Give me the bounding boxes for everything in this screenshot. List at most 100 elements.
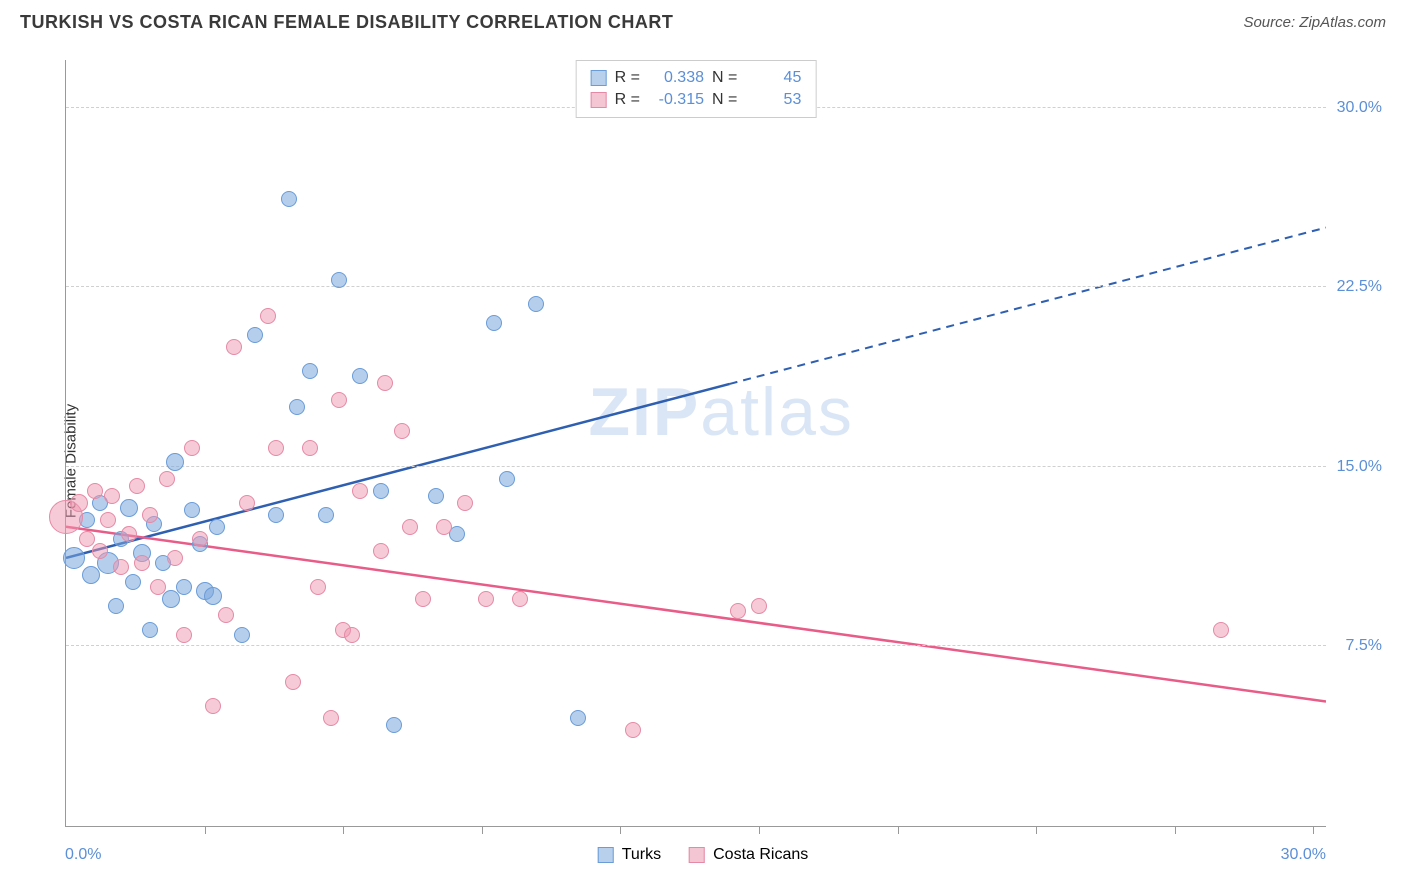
watermark: ZIPatlas: [588, 373, 853, 451]
data-point: [528, 296, 544, 312]
data-point: [457, 495, 473, 511]
costa-ricans-legend-label: Costa Ricans: [713, 846, 808, 864]
x-tick: [1036, 826, 1037, 834]
r-label: R =: [615, 91, 640, 109]
data-point: [108, 598, 124, 614]
data-point: [159, 471, 175, 487]
x-tick: [343, 826, 344, 834]
data-point: [302, 440, 318, 456]
costa-ricans-r-value: -0.315: [648, 91, 704, 109]
y-tick-label: 7.5%: [1346, 637, 1382, 655]
data-point: [176, 579, 192, 595]
data-point: [499, 471, 515, 487]
costa-ricans-swatch-icon: [591, 92, 607, 108]
n-label: N =: [712, 69, 737, 87]
data-point: [142, 622, 158, 638]
x-tick: [620, 826, 621, 834]
data-point: [281, 191, 297, 207]
data-point: [394, 423, 410, 439]
data-point: [176, 627, 192, 643]
data-point: [377, 375, 393, 391]
data-point: [285, 674, 301, 690]
x-min-label: 0.0%: [65, 846, 101, 864]
data-point: [402, 519, 418, 535]
data-point: [92, 543, 108, 559]
data-point: [386, 717, 402, 733]
x-tick: [1313, 826, 1314, 834]
source-label: Source: ZipAtlas.com: [1243, 14, 1386, 31]
data-point: [113, 559, 129, 575]
data-point: [1213, 622, 1229, 638]
data-point: [373, 543, 389, 559]
data-point: [352, 368, 368, 384]
data-point: [79, 531, 95, 547]
data-point: [436, 519, 452, 535]
turks-swatch-icon: [598, 847, 614, 863]
data-point: [331, 392, 347, 408]
data-point: [302, 363, 318, 379]
chart-container: Female Disability ZIPatlas R = 0.338 N =…: [20, 50, 1386, 872]
data-point: [204, 587, 222, 605]
data-point: [142, 507, 158, 523]
data-point: [192, 531, 208, 547]
n-label: N =: [712, 91, 737, 109]
data-point: [209, 519, 225, 535]
turks-legend-label: Turks: [622, 846, 661, 864]
data-point: [318, 507, 334, 523]
r-label: R =: [615, 69, 640, 87]
data-point: [373, 483, 389, 499]
data-point: [323, 710, 339, 726]
turks-n-value: 45: [745, 69, 801, 87]
data-point: [129, 478, 145, 494]
data-point: [70, 494, 88, 512]
data-point: [226, 339, 242, 355]
data-point: [104, 488, 120, 504]
data-point: [260, 308, 276, 324]
plot-area: ZIPatlas R = 0.338 N = 45 R = -0.315 N =…: [65, 60, 1326, 827]
costa-ricans-swatch-icon: [689, 847, 705, 863]
y-tick-label: 30.0%: [1337, 99, 1382, 117]
data-point: [234, 627, 250, 643]
data-point: [730, 603, 746, 619]
data-point: [415, 591, 431, 607]
data-point: [512, 591, 528, 607]
data-point: [184, 502, 200, 518]
x-tick: [759, 826, 760, 834]
data-point: [310, 579, 326, 595]
x-tick: [898, 826, 899, 834]
trend-lines: [66, 60, 1326, 826]
data-point: [344, 627, 360, 643]
data-point: [100, 512, 116, 528]
y-tick-label: 15.0%: [1337, 458, 1382, 476]
data-point: [184, 440, 200, 456]
gridline: [66, 466, 1326, 467]
data-point: [352, 483, 368, 499]
x-tick: [205, 826, 206, 834]
data-point: [120, 499, 138, 517]
data-point: [87, 483, 103, 499]
data-point: [205, 698, 221, 714]
turks-r-value: 0.338: [648, 69, 704, 87]
correlation-legend: R = 0.338 N = 45 R = -0.315 N = 53: [576, 60, 817, 118]
data-point: [268, 507, 284, 523]
x-max-label: 30.0%: [1281, 846, 1326, 864]
data-point: [125, 574, 141, 590]
data-point: [570, 710, 586, 726]
data-point: [167, 550, 183, 566]
data-point: [150, 579, 166, 595]
data-point: [486, 315, 502, 331]
data-point: [166, 453, 184, 471]
data-point: [239, 495, 255, 511]
data-point: [331, 272, 347, 288]
turks-swatch-icon: [591, 70, 607, 86]
data-point: [289, 399, 305, 415]
data-point: [82, 566, 100, 584]
data-point: [247, 327, 263, 343]
y-tick-label: 22.5%: [1337, 278, 1382, 296]
x-tick: [482, 826, 483, 834]
data-point: [625, 722, 641, 738]
x-tick: [1175, 826, 1176, 834]
data-point: [134, 555, 150, 571]
data-point: [63, 547, 85, 569]
data-point: [428, 488, 444, 504]
